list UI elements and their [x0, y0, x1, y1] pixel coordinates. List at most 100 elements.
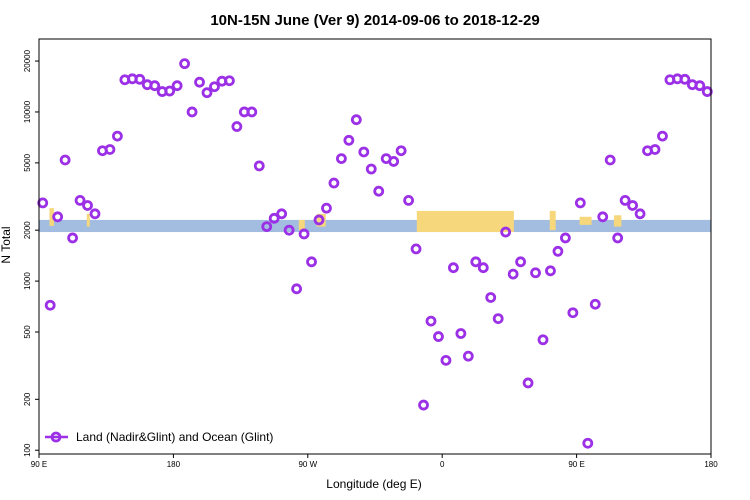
data-point: [425, 315, 437, 327]
data-point: [283, 224, 295, 236]
data-point: [515, 256, 526, 268]
data-point: [209, 81, 220, 93]
data-point: [291, 283, 303, 295]
land-segment: [298, 219, 305, 231]
data-point: [560, 232, 571, 244]
land-segment: [579, 216, 592, 225]
data-point: [164, 85, 176, 97]
data-point: [403, 194, 415, 206]
x-tick-label: 180: [167, 460, 181, 469]
data-point: [522, 377, 534, 389]
data-point: [186, 106, 198, 118]
data-point: [530, 267, 541, 279]
data-point: [597, 211, 609, 223]
data-point: [335, 153, 347, 164]
data-point: [306, 256, 317, 268]
x-axis-label: Longitude (deg E): [326, 477, 421, 491]
data-point: [589, 298, 601, 310]
data-point: [201, 87, 213, 99]
y-tick-label: 100: [23, 443, 32, 457]
data-point: [253, 160, 265, 172]
data-point: [627, 200, 638, 211]
x-tick-label: 90 W: [298, 460, 317, 469]
data-point: [134, 73, 146, 85]
data-point: [231, 121, 243, 132]
ocean-band: [39, 219, 711, 233]
ocean-band-rect: [39, 219, 711, 233]
data-point: [261, 221, 273, 232]
x-tick-label: 90 E: [31, 460, 47, 469]
data-point: [373, 185, 385, 197]
legend-marker: [50, 431, 62, 443]
data-point: [321, 202, 332, 214]
data-point: [298, 228, 310, 240]
land-markers: [49, 208, 622, 233]
data-point: [619, 194, 631, 206]
data-point: [52, 211, 64, 223]
chart-title: 10N-15N June (Ver 9) 2014-09-06 to 2018-…: [210, 12, 539, 29]
data-point: [679, 73, 691, 85]
x-axis: 90 E 180 90 W 0 90 E 180: [31, 454, 718, 469]
data-point: [418, 399, 429, 411]
land-segment: [49, 208, 54, 226]
y-tick-label: 10000: [23, 100, 32, 123]
data-point: [694, 80, 706, 92]
data-point: [268, 212, 280, 224]
data-point: [634, 208, 646, 220]
data-point: [179, 58, 191, 70]
data-point: [343, 134, 355, 146]
data-point: [37, 197, 49, 209]
y-axis-label: N Total: [0, 226, 13, 263]
data-point: [462, 350, 474, 362]
data-point: [545, 265, 556, 277]
data-points: [37, 58, 713, 449]
y-tick-label: 1000: [23, 272, 32, 290]
data-point: [433, 331, 444, 342]
legend-label: Land (Nadir&Glint) and Ocean (Glint): [76, 430, 273, 444]
data-point: [388, 156, 400, 167]
data-point: [67, 232, 78, 244]
data-point: [492, 313, 504, 325]
data-point: [328, 177, 340, 189]
land-segment: [613, 215, 622, 227]
data-point: [604, 154, 616, 166]
data-point: [194, 76, 205, 88]
data-point: [59, 154, 71, 166]
y-tick-label: 200: [23, 392, 32, 406]
data-point: [171, 80, 183, 92]
data-point: [440, 354, 452, 366]
data-point: [507, 268, 519, 280]
data-point: [358, 146, 370, 158]
land-segment: [316, 213, 326, 227]
data-point: [455, 328, 467, 339]
data-point: [552, 245, 564, 257]
data-point: [112, 130, 123, 142]
y-tick-label: 5000: [23, 153, 32, 171]
data-point: [313, 214, 325, 226]
data-point: [500, 226, 512, 238]
x-tick-label: 90 E: [568, 460, 584, 469]
data-point: [223, 75, 235, 87]
data-point: [74, 194, 86, 206]
data-point: [447, 262, 459, 274]
data-point: [104, 144, 116, 155]
y-tick-label: 500: [23, 325, 32, 339]
data-point: [701, 86, 713, 97]
y-tick-label: 20000: [23, 49, 32, 72]
land-segment: [549, 210, 556, 231]
land-segment: [416, 210, 514, 233]
data-point: [470, 256, 482, 268]
data-point: [149, 80, 161, 92]
y-tick-label: 2000: [23, 221, 32, 239]
data-point: [649, 144, 661, 155]
plot-frame: [38, 38, 712, 455]
data-point: [365, 163, 377, 175]
x-tick-label: 180: [704, 460, 718, 469]
data-point: [574, 197, 586, 209]
data-point: [44, 299, 56, 311]
legend: Land (Nadir&Glint) and Ocean (Glint): [45, 430, 273, 444]
data-point: [537, 334, 549, 346]
data-point: [89, 208, 101, 220]
x-tick-label: 0: [440, 460, 445, 469]
